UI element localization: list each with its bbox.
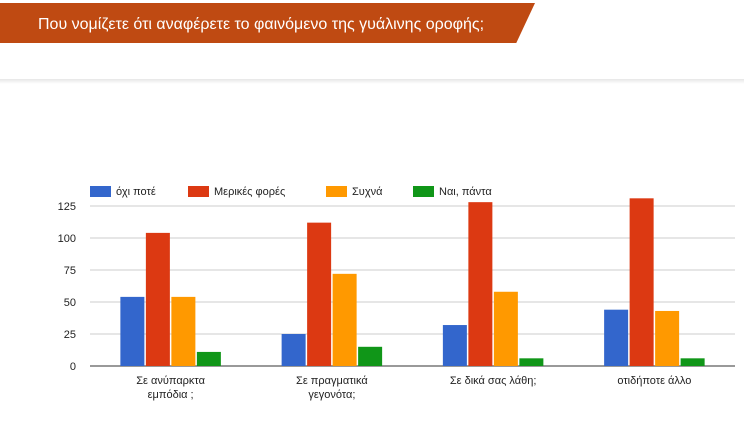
y-tick-label: 25 <box>64 329 76 341</box>
y-tick-label: 100 <box>58 233 76 245</box>
bar <box>171 296 196 366</box>
x-tick-label: γεγονότα; <box>308 389 355 401</box>
bar <box>307 222 332 366</box>
legend-swatch <box>326 186 347 197</box>
legend: όχι ποτέ Μερικές φορές Συχνά Ναι, πάντα <box>90 186 492 198</box>
x-tick-label: Σε ανύπαρκτα <box>136 375 205 387</box>
bar <box>281 334 306 366</box>
bar <box>145 232 170 366</box>
x-tick-label: εμπόδια ; <box>148 389 194 401</box>
y-tick-label: 0 <box>70 361 76 373</box>
bar <box>196 351 221 366</box>
bar <box>468 202 493 366</box>
title-banner: Που νομίζετε ότι αναφέρετε το φαινόμενο … <box>0 3 535 43</box>
bar <box>680 358 705 366</box>
bar <box>629 198 654 366</box>
bar <box>120 296 145 366</box>
bar <box>604 309 629 366</box>
x-tick-label: οτιδήποτε άλλο <box>617 375 691 387</box>
x-tick-label: Σε δικά σας λάθη; <box>450 375 537 387</box>
bars <box>120 198 705 366</box>
bar <box>442 325 467 366</box>
y-tick-label: 50 <box>64 297 76 309</box>
y-axis: 0 25 50 75 100 125 <box>58 201 76 373</box>
legend-swatch <box>188 186 209 197</box>
bar <box>519 358 544 366</box>
legend-label: Συχνά <box>352 186 383 198</box>
legend-label: όχι ποτέ <box>116 186 156 198</box>
x-tick-label: Σε πραγματικά <box>296 375 368 387</box>
x-axis: Σε ανύπαρκτα εμπόδια ; Σε πραγματικά γεγονό… <box>136 375 691 401</box>
legend-label: Μερικές φορές <box>214 186 285 198</box>
bar <box>655 310 680 366</box>
legend-swatch <box>413 186 434 197</box>
page-title: Που νομίζετε ότι αναφέρετε το φαινόμενο … <box>38 16 485 33</box>
legend-swatch <box>90 186 111 197</box>
bar <box>493 291 518 366</box>
y-tick-label: 75 <box>64 265 76 277</box>
legend-label: Ναι, πάντα <box>439 186 492 198</box>
y-tick-label: 125 <box>58 201 76 213</box>
bar <box>358 346 383 366</box>
header-divider <box>0 79 744 84</box>
bar <box>332 273 357 366</box>
